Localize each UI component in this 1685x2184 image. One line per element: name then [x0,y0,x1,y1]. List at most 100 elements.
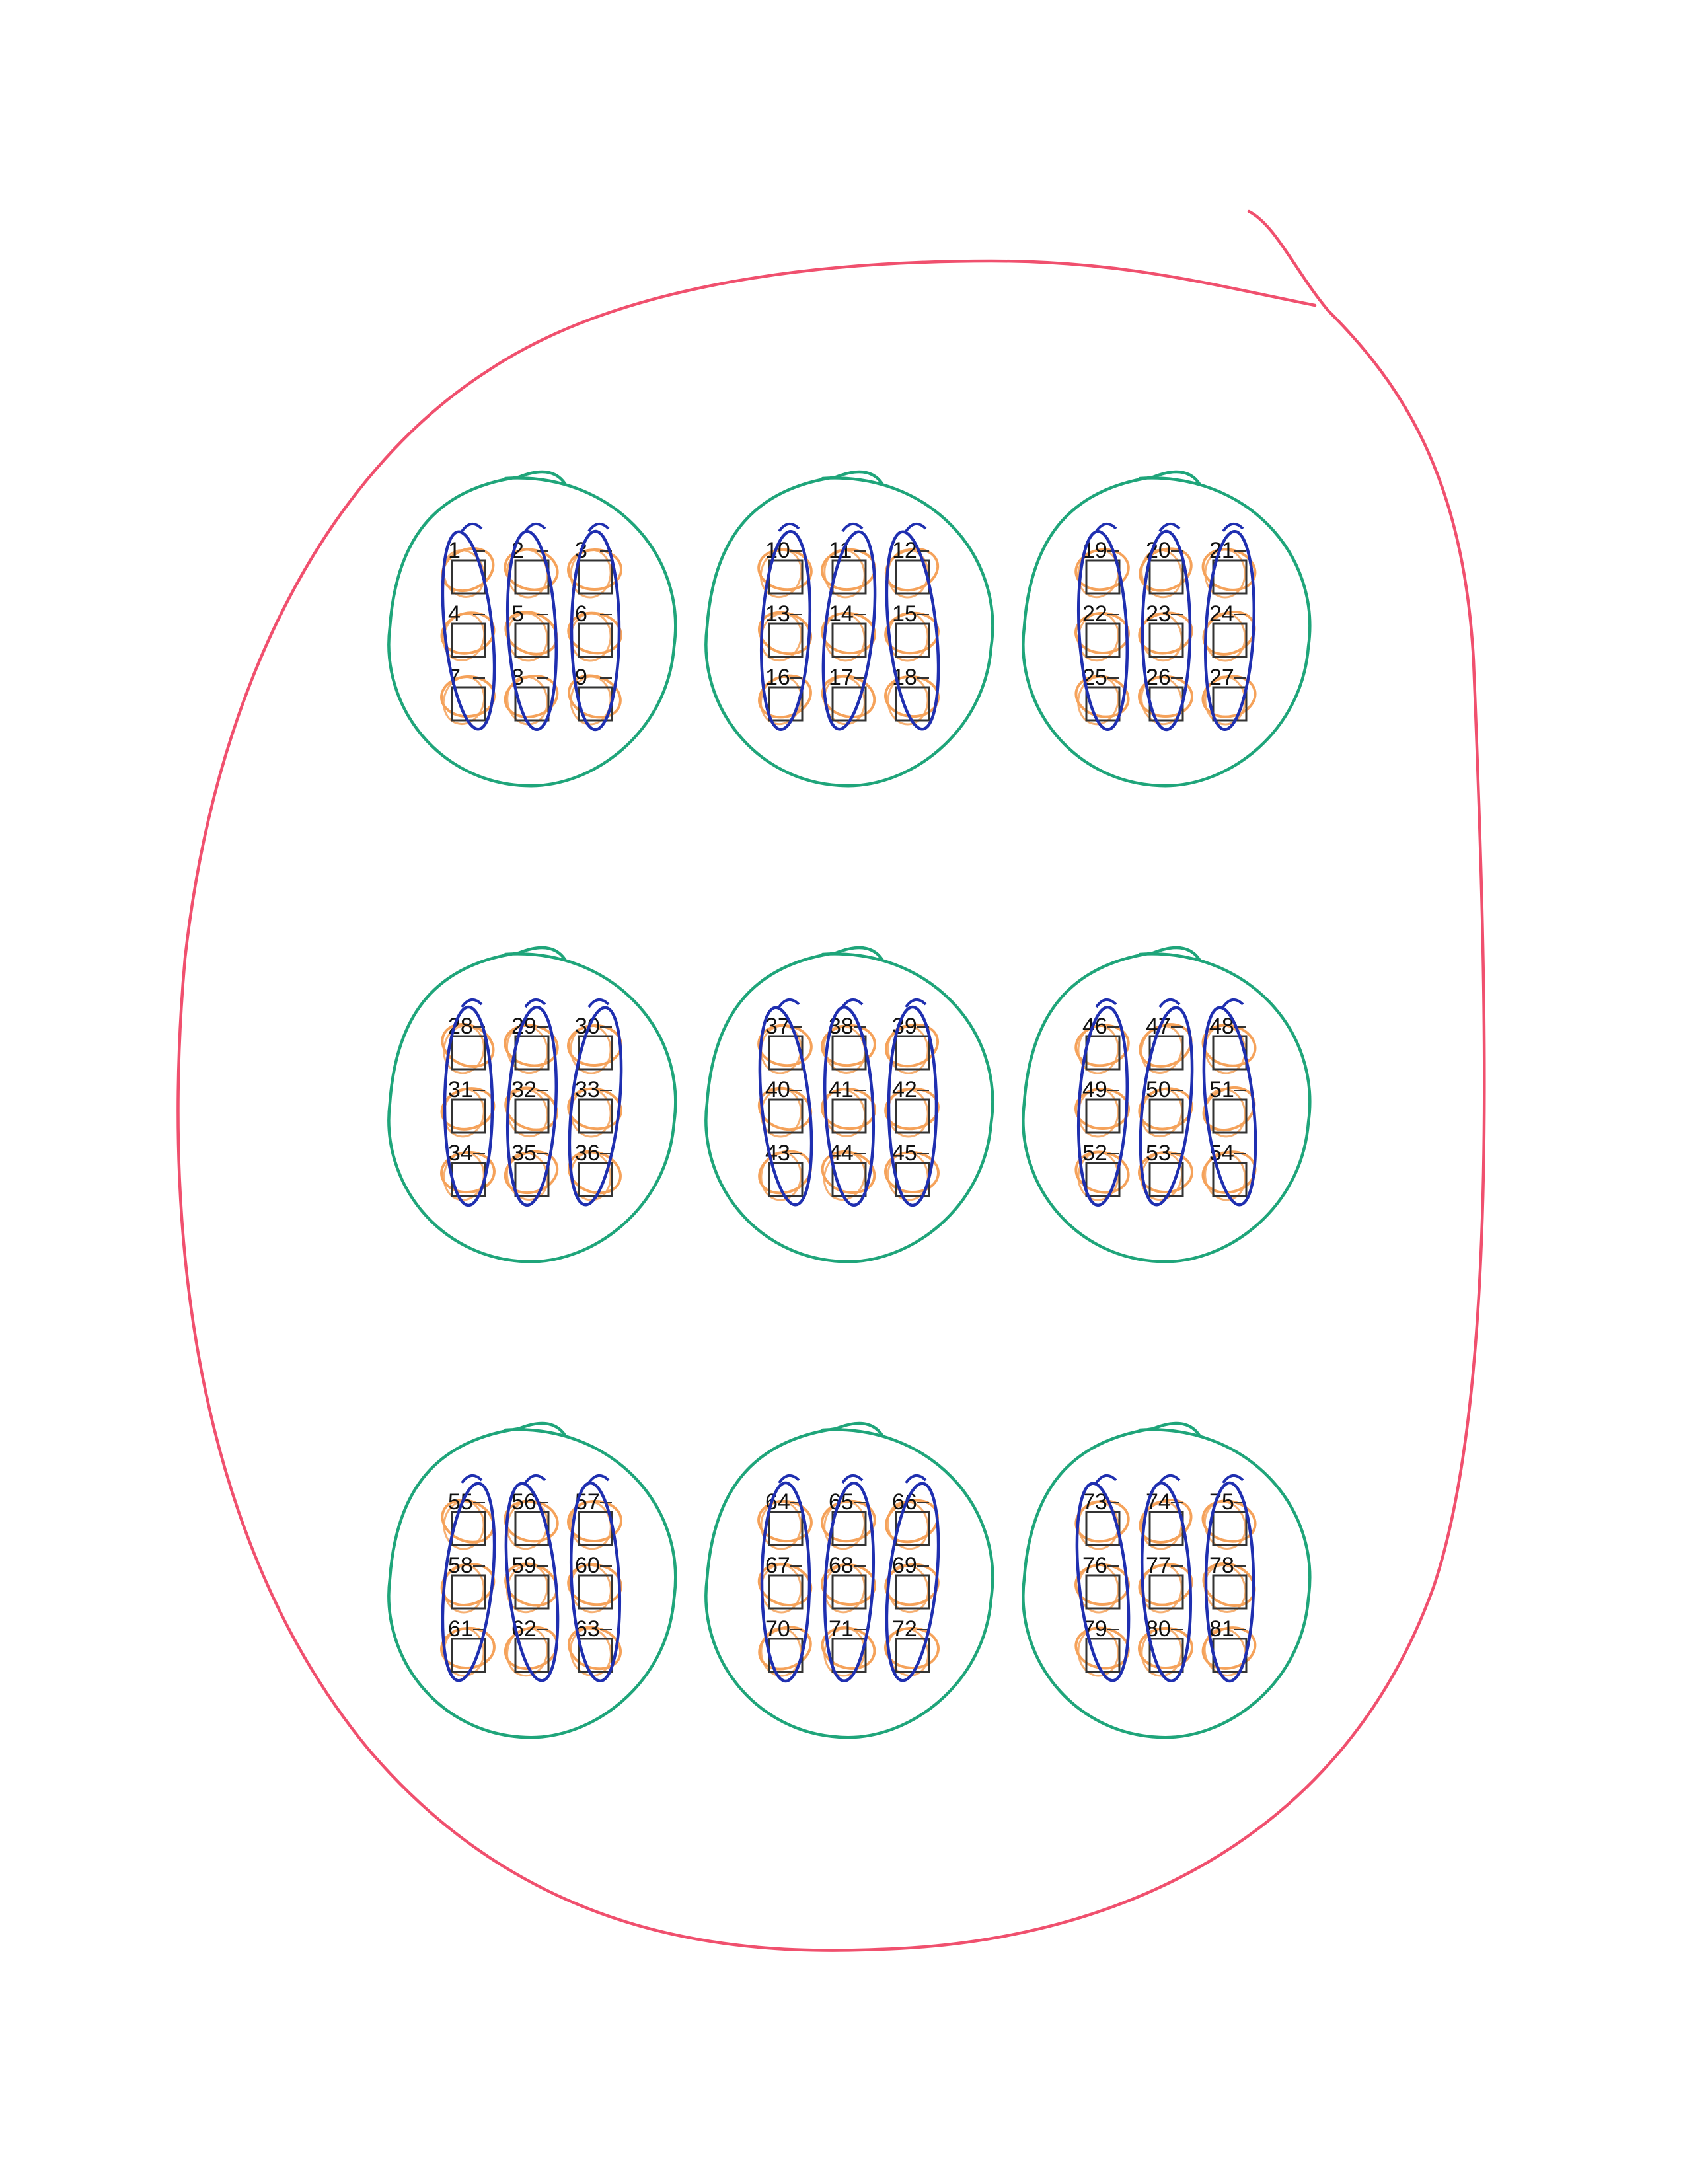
blue-loop-tail [841,523,864,533]
blue-loop [887,1005,938,1207]
orange-loop [887,1500,929,1550]
orange-loop [760,675,802,726]
blue-loop-tail [524,1474,546,1484]
blue-loop-tail [841,1474,864,1484]
blue-loop-tail [461,998,483,1008]
numbered-box [514,1162,550,1197]
numbered-box [768,1035,804,1071]
numbered-box [1148,1574,1184,1610]
box-label: 68 [829,1553,854,1578]
blue-loop-tail [1158,1474,1181,1484]
blue-loop-tail [1222,523,1244,533]
box-label: 52 [1082,1141,1107,1166]
box-label: 67 [765,1553,790,1578]
numbered-box [578,622,613,658]
green-loop [704,946,994,1263]
blue-loop-tail [1095,1474,1117,1484]
orange-loop [1141,1500,1183,1550]
green-loop [1022,470,1312,788]
orange-loop [1141,548,1183,599]
orange-loop [570,1627,612,1677]
numbered-box [578,1098,613,1134]
blue-loop-tail [524,998,546,1008]
orange-loop [567,1087,622,1131]
blue-loop [1075,1482,1131,1682]
blue-loop [823,1481,876,1683]
numbered-box [1148,1638,1184,1673]
numbered-box [768,1511,804,1546]
box-label: 41 [829,1077,854,1102]
orange-loop [1201,548,1257,591]
numbered-box [451,622,486,658]
orange-loop [1204,675,1246,726]
box-label: 46 [1082,1014,1107,1039]
blue-loop [1076,1005,1129,1207]
numbered-box [514,1098,550,1134]
orange-loop [887,1151,929,1201]
numbered-box [451,1035,486,1071]
blue-loop-tail [461,523,483,533]
orange-loop [1141,1627,1183,1677]
box-label: 81 [1209,1616,1234,1641]
orange-loop [1077,675,1119,726]
orange-loop [760,1151,802,1201]
box-label: 71 [829,1616,854,1641]
blue-loop-tail [841,998,864,1008]
blue-loop [443,1005,494,1207]
orange-loop [443,1024,485,1074]
numbered-box [451,1511,486,1546]
numbered-box [1212,686,1248,722]
numbered-box [1148,1098,1184,1134]
blue-loop-tail [1095,998,1117,1008]
numbered-box [1212,1574,1248,1610]
orange-loop [506,675,548,726]
orange-loop [442,676,486,725]
orange-loop [884,1626,940,1670]
numbered-box [514,1511,550,1546]
orange-loop [760,1627,802,1677]
blue-loop [885,1482,940,1682]
box-label: 34 [448,1141,473,1166]
numbered-box [1085,622,1121,658]
box-label: 23 [1146,601,1171,626]
orange-loop [1201,1024,1257,1067]
green-loop [704,470,994,788]
blue-loop-tail [905,998,927,1008]
numbered-box [1212,1035,1248,1071]
box-label: 70 [765,1616,790,1641]
box-label: 59 [511,1553,537,1578]
orange-loop [1074,675,1130,718]
numbered-box [895,1574,930,1610]
box-label: 29 [511,1014,537,1039]
box-label: 32 [511,1077,537,1102]
blue-loop [1139,1006,1194,1207]
orange-loop [1204,548,1246,599]
orange-loop [760,1500,802,1550]
orange-loop [823,1152,866,1201]
orange-loop [443,1500,485,1550]
blue-loop [1203,529,1256,732]
box-label: 72 [892,1616,917,1641]
orange-loop [441,546,495,593]
numbered-box [578,1035,613,1071]
orange-loop [821,1626,876,1670]
box-label: 1 [448,538,461,563]
orange-loop [821,611,876,655]
box-label: 78 [1209,1553,1234,1578]
box-label: 35 [511,1141,537,1166]
box-label: 33 [575,1077,600,1102]
box-label: 26 [1146,665,1171,690]
orange-loop [823,1500,866,1550]
numbered-box [578,1574,613,1610]
box-label: 24 [1209,601,1234,626]
blue-loops-layer [441,523,1257,1683]
numbered-box [895,622,930,658]
orange-loop [823,1627,866,1677]
box-label: 36 [575,1141,600,1166]
orange-loop [758,1626,812,1671]
blue-loop [821,530,877,731]
blue-loop [760,1481,811,1683]
blue-loop-tail [1095,523,1117,533]
